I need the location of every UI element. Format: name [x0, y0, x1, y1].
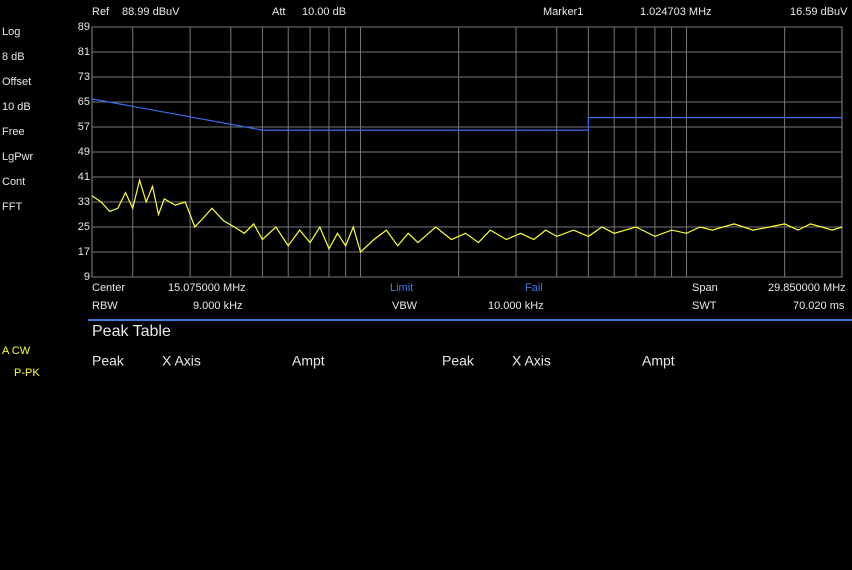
header-text: 10.00 dB — [302, 6, 346, 18]
y-tick-label: 89 — [78, 21, 90, 33]
header-text: 16.59 dBuV — [790, 6, 848, 18]
y-tick-label: 17 — [78, 246, 90, 258]
limit-status: Fail — [525, 282, 543, 294]
peak-table-column: X Axis — [512, 353, 551, 369]
peak-table-column: Ampt — [292, 353, 325, 369]
peak-table-column: Ampt — [642, 353, 675, 369]
sidebar-text: 10 dB — [2, 101, 31, 113]
header-text: Ref — [92, 6, 110, 18]
sidebar-text: 8 dB — [2, 51, 25, 63]
peak-table-column: Peak — [442, 353, 475, 369]
trace-info: P-PK — [14, 367, 40, 379]
limit-status: Limit — [390, 282, 413, 294]
y-tick-label: 41 — [78, 171, 90, 183]
footer-text: 15.075000 MHz — [168, 282, 246, 294]
footer-text: 70.020 ms — [793, 300, 845, 312]
y-tick-label: 49 — [78, 146, 90, 158]
footer-text: 9.000 kHz — [193, 300, 243, 312]
sidebar-text: Cont — [2, 176, 25, 188]
footer-text: SWT — [692, 300, 717, 312]
trace — [91, 98, 842, 131]
footer-text: Span — [692, 282, 718, 294]
peak-table-column: X Axis — [162, 353, 201, 369]
sidebar-text: Log — [2, 26, 20, 38]
trace-info: A CW — [2, 345, 31, 357]
y-tick-label: 9 — [84, 271, 90, 283]
y-tick-label: 65 — [78, 96, 90, 108]
header-text: 88.99 dBuV — [122, 6, 180, 18]
y-tick-label: 33 — [78, 196, 90, 208]
sidebar-text: LgPwr — [2, 151, 34, 163]
footer-text: 29.850000 MHz — [768, 282, 846, 294]
peak-table-title: Peak Table — [92, 323, 171, 340]
sidebar-text: Free — [2, 126, 25, 138]
header-text: 1.024703 MHz — [640, 6, 712, 18]
sidebar-text: Offset — [2, 76, 31, 88]
header-text: Att — [272, 6, 285, 18]
trace — [91, 177, 843, 254]
y-tick-label: 57 — [78, 121, 90, 133]
sidebar-text: FFT — [2, 201, 22, 213]
footer-text: VBW — [392, 300, 418, 312]
footer-text: 10.000 kHz — [488, 300, 544, 312]
y-tick-label: 25 — [78, 221, 90, 233]
peak-table-column: Peak — [92, 353, 125, 369]
header-text: Marker1 — [543, 6, 583, 18]
footer-text: RBW — [92, 300, 118, 312]
footer-text: Center — [92, 282, 125, 294]
y-tick-label: 73 — [78, 71, 90, 83]
y-tick-label: 81 — [78, 46, 90, 58]
